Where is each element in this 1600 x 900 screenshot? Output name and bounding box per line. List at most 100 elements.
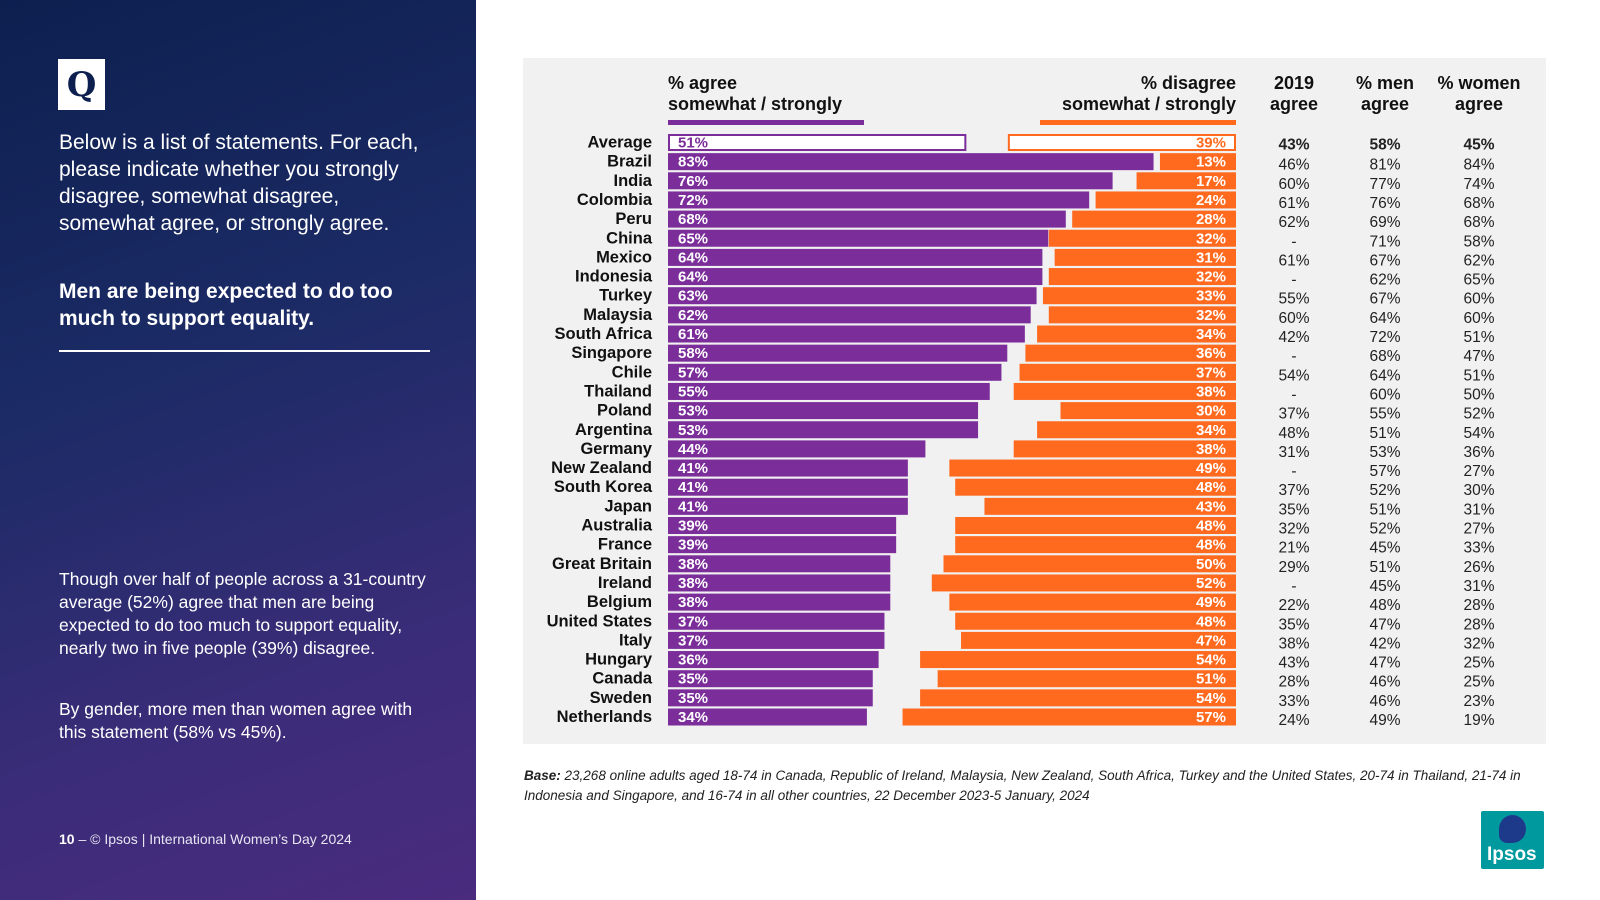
women-agree-value: 51% [1463, 329, 1494, 346]
disagree-bar [920, 651, 1236, 669]
women-agree-value: 60% [1463, 291, 1494, 308]
men-agree-value: 72% [1369, 329, 1400, 346]
women-agree-value: 23% [1463, 693, 1494, 710]
disagree-value-label: 30% [1196, 403, 1226, 420]
divider [59, 350, 430, 352]
agree-value-label: 41% [678, 479, 708, 496]
category-label: New Zealand [551, 459, 652, 477]
header-women-line-2: agree [1455, 94, 1503, 114]
disagree-header-line-2: somewhat / strongly [1062, 94, 1236, 114]
disagree-bar [1060, 402, 1236, 420]
disagree-value-label: 48% [1196, 613, 1226, 630]
disagree-bar [1037, 421, 1236, 439]
page-number: 10 [59, 831, 75, 847]
women-agree-value: 74% [1463, 176, 1494, 193]
disagree-value-label: 54% [1196, 652, 1226, 669]
agree-header-line-1: % agree [668, 73, 737, 93]
disagree-value-label: 36% [1196, 345, 1226, 362]
logo-mark-icon [1499, 815, 1526, 843]
women-agree-value: 47% [1463, 348, 1494, 365]
agree-value-label: 55% [678, 383, 708, 400]
disagree-bar [920, 689, 1236, 707]
agree-bar [668, 555, 891, 573]
category-label: Japan [604, 497, 652, 515]
men-agree-value: 71% [1369, 233, 1400, 250]
agree-bar [668, 210, 1066, 228]
agree-bar [668, 363, 1002, 381]
disagree-value-label: 48% [1196, 518, 1226, 535]
question-badge: Q [58, 59, 105, 110]
agree-2019-value: 55% [1278, 291, 1309, 308]
agree-2019-value: - [1291, 348, 1296, 365]
agree-2019-value: 60% [1278, 310, 1309, 327]
agree-value-label: 68% [678, 211, 708, 228]
agree-2019-value: - [1291, 233, 1296, 250]
agree-2019-value: 62% [1278, 214, 1309, 231]
disagree-value-label: 54% [1196, 690, 1226, 707]
category-label: South Africa [555, 325, 653, 343]
category-label: Great Britain [552, 555, 652, 573]
logo-text: Ipsos [1487, 844, 1537, 865]
agree-2019-value: 42% [1278, 329, 1309, 346]
agree-value-label: 64% [678, 269, 708, 286]
base-label: Base: [524, 768, 561, 783]
disagree-bar [943, 555, 1236, 573]
disagree-value-label: 47% [1196, 632, 1226, 649]
agree-value-label: 64% [678, 249, 708, 266]
men-agree-value: 64% [1369, 310, 1400, 327]
men-agree-value: 55% [1369, 406, 1400, 423]
women-agree-value: 50% [1463, 386, 1494, 403]
category-label: Netherlands [557, 708, 652, 726]
agree-bar [668, 651, 879, 669]
women-agree-value: 19% [1463, 712, 1494, 729]
women-agree-value: 28% [1463, 597, 1494, 614]
disagree-value-label: 38% [1196, 441, 1226, 458]
agree-2019-value: 54% [1278, 367, 1309, 384]
disagree-value-label: 13% [1196, 154, 1226, 171]
category-label: South Korea [554, 478, 653, 496]
category-label: Average [587, 134, 652, 152]
agree-2019-value: - [1291, 272, 1296, 289]
category-label: Argentina [575, 421, 653, 439]
agree-2019-value: - [1291, 463, 1296, 480]
disagree-bar [955, 478, 1236, 496]
agree-2019-value: - [1291, 578, 1296, 595]
women-agree-value: 68% [1463, 195, 1494, 212]
summary-paragraph-2: By gender, more men than women agree wit… [59, 699, 413, 742]
agree-2019-value: 60% [1278, 176, 1309, 193]
men-agree-value: 45% [1369, 578, 1400, 595]
agree-bar [668, 440, 926, 458]
women-agree-value: 31% [1463, 578, 1494, 595]
disagree-bar-average [1007, 134, 1236, 151]
disagree-bar [955, 536, 1236, 554]
women-agree-value: 68% [1463, 214, 1494, 231]
category-label: China [606, 229, 653, 247]
agree-2019-value: 32% [1278, 521, 1309, 538]
agree-header-underline [668, 120, 864, 125]
men-agree-value: 53% [1369, 444, 1400, 461]
women-agree-value: 65% [1463, 272, 1494, 289]
disagree-bar [1072, 210, 1236, 228]
header-men-line-2: agree [1361, 94, 1409, 114]
disagree-bar [1136, 172, 1236, 190]
women-agree-value: 25% [1463, 655, 1494, 672]
women-agree-value: 28% [1463, 616, 1494, 633]
women-agree-value: 45% [1463, 137, 1494, 154]
agree-bar [668, 574, 891, 592]
category-label: Brazil [607, 153, 652, 171]
agree-value-label: 35% [678, 690, 708, 707]
agree-bar [668, 536, 897, 554]
disagree-bar [949, 593, 1236, 611]
agree-2019-value: 61% [1278, 252, 1309, 269]
agree-2019-value: 28% [1278, 674, 1309, 691]
agree-value-label: 57% [678, 364, 708, 381]
agree-2019-value: 24% [1278, 712, 1309, 729]
men-agree-value: 68% [1369, 348, 1400, 365]
agree-bar [668, 593, 891, 611]
agree-value-label: 58% [678, 345, 708, 362]
agree-header-line-2: somewhat / strongly [668, 94, 842, 114]
men-agree-value: 67% [1369, 291, 1400, 308]
disagree-bar [955, 612, 1236, 630]
disagree-bar [1019, 363, 1236, 381]
